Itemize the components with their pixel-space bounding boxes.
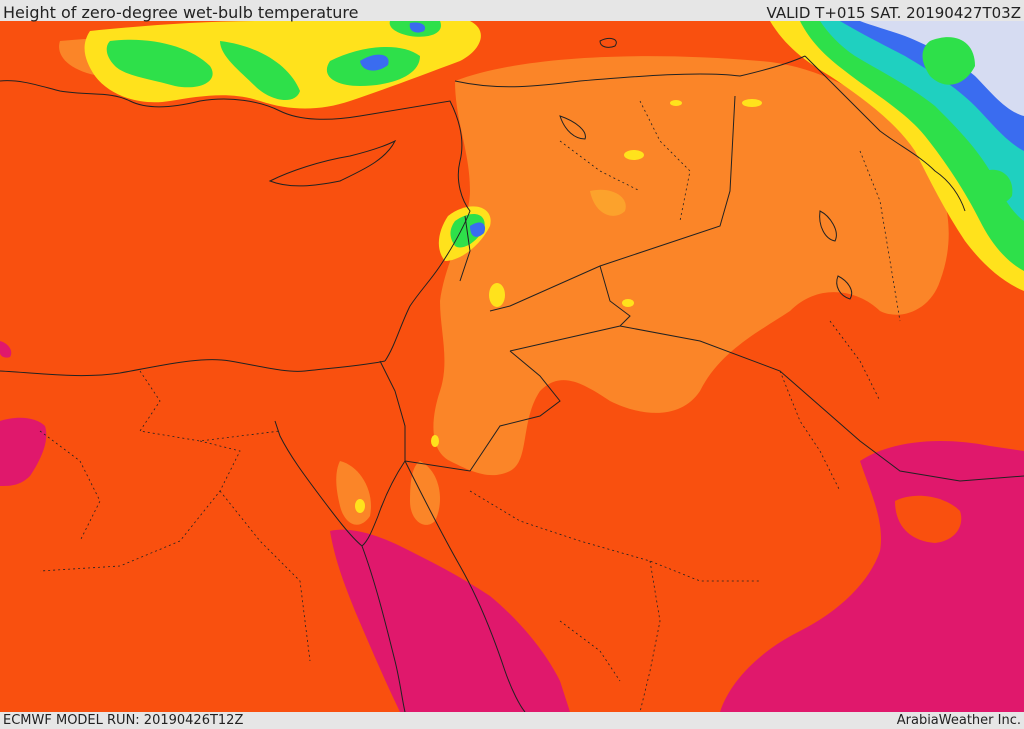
turkey-blue-spot	[409, 22, 426, 33]
title-bar: Height of zero-degree wet-bulb temperatu…	[0, 0, 1024, 22]
yellow-blob	[489, 283, 505, 307]
valid-time-label: VALID T+015 SAT. 20190427T03Z	[766, 4, 1021, 22]
yellow-blob	[355, 499, 365, 513]
lebanon-blue	[470, 222, 486, 237]
yellow-blob	[624, 150, 644, 160]
yellow-blob	[742, 99, 762, 107]
light-orange-region	[433, 56, 949, 476]
orange-arabia-hole	[895, 495, 962, 543]
map-canvas	[0, 21, 1024, 712]
iran-green-inner	[979, 169, 1013, 206]
credit-label: ArabiaWeather Inc.	[896, 713, 1021, 728]
footer-bar: ECMWF MODEL RUN: 20190426T12Z ArabiaWeat…	[0, 712, 1024, 729]
magenta-edge	[0, 341, 12, 358]
map-title: Height of zero-degree wet-bulb temperatu…	[3, 3, 359, 22]
turkey-blue-spot	[360, 54, 389, 71]
admin-borders	[39, 100, 901, 712]
model-run-label: ECMWF MODEL RUN: 20190426T12Z	[3, 713, 244, 728]
country-borders	[379, 55, 1024, 482]
iran-green-inner	[922, 37, 975, 85]
orange-patch	[590, 189, 626, 216]
coastlines	[0, 38, 853, 712]
magenta-libya	[0, 417, 47, 486]
weather-map[interactable]	[0, 21, 1024, 712]
iran-lavender	[860, 21, 1024, 116]
turkey-green-belt	[106, 21, 441, 101]
yellow-blob	[622, 299, 634, 307]
light-orange-coast	[410, 461, 440, 525]
magenta-red-sea	[330, 529, 570, 712]
yellow-blob	[431, 435, 439, 447]
yellow-blob	[670, 100, 682, 106]
